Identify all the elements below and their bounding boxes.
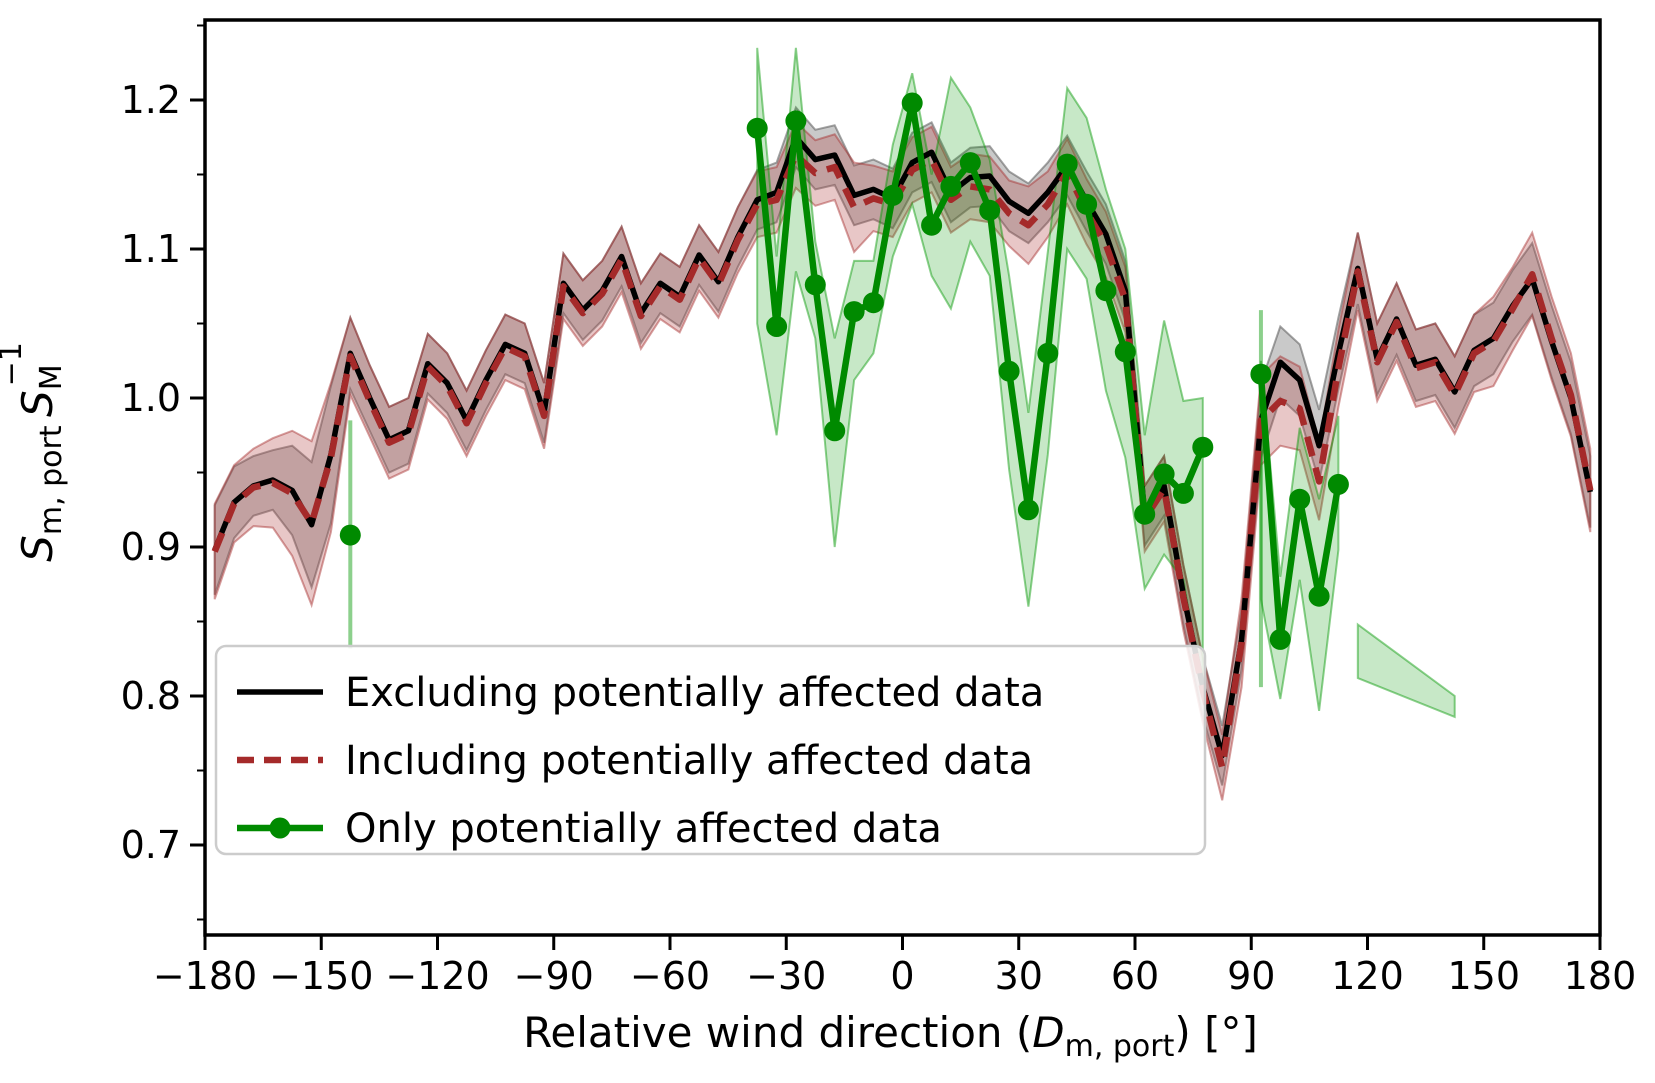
data-point-marker (1289, 488, 1311, 510)
data-point-marker (862, 292, 884, 314)
data-point-marker (1017, 499, 1039, 521)
data-point-marker (882, 184, 904, 206)
x-tick-label: 90 (1227, 954, 1275, 998)
x-tick-label: 0 (890, 954, 914, 998)
data-point-marker (1192, 436, 1214, 458)
y-tick-label: 1.1 (121, 227, 181, 271)
x-tick-label: −30 (746, 954, 826, 998)
data-point-marker (1250, 363, 1272, 385)
data-point-marker (940, 175, 962, 197)
x-axis-label: Relative wind direction (Dm, port) [°] (523, 1008, 1258, 1064)
series-only-line (753, 99, 1206, 518)
series-including-line (211, 151, 1594, 771)
legend-sample-marker (269, 817, 291, 839)
data-point-marker (843, 301, 865, 323)
y-tick-label: 0.7 (121, 823, 181, 867)
data-point-marker (766, 316, 788, 337)
data-point-marker (1056, 153, 1078, 175)
y-tick-label: 1.2 (121, 78, 181, 122)
data-point-marker (921, 214, 943, 236)
data-point-marker (979, 199, 1001, 221)
band-only-extra (1356, 622, 1456, 719)
data-point-marker (1134, 503, 1156, 525)
x-tick-label: 120 (1331, 954, 1404, 998)
legend-entry-label: Including potentially affected data (345, 738, 1033, 784)
x-tick-label: 150 (1447, 954, 1520, 998)
data-point-marker (1095, 280, 1117, 302)
data-point-marker (1172, 482, 1194, 504)
x-tick-label: −180 (153, 954, 257, 998)
data-point-marker (998, 360, 1020, 382)
legend: Excluding potentially affected data Inclu… (214, 644, 1207, 856)
data-point-marker (901, 92, 923, 114)
legend-box (214, 644, 1207, 856)
data-point-marker (1114, 341, 1136, 363)
data-point-marker (1076, 193, 1098, 215)
legend-entry-label: Only potentially affected data (345, 806, 942, 852)
data-point-marker (1153, 463, 1175, 485)
x-tick-label: −150 (269, 954, 373, 998)
x-tick-label: −120 (385, 954, 489, 998)
y-tick-label: 0.9 (121, 525, 181, 569)
x-axis: −180 −150 −120 −90 −60 −30 0 30 60 90 120 150 180 (153, 935, 1636, 998)
y-tick-label: 1.0 (121, 376, 181, 420)
data-point-marker (1037, 342, 1059, 364)
y-tick-label: 0.8 (121, 674, 181, 718)
data-point-marker (824, 420, 846, 442)
x-tick-label: 30 (995, 954, 1043, 998)
data-point-marker (785, 110, 807, 132)
data-point-marker (339, 524, 361, 546)
x-tick-label: 60 (1111, 954, 1159, 998)
x-tick-label: −90 (514, 954, 594, 998)
plot-area (211, 47, 1594, 801)
x-tick-label: 180 (1564, 954, 1637, 998)
data-point-marker (959, 152, 981, 174)
band-including (213, 120, 1592, 801)
data-point-marker (1269, 628, 1291, 650)
data-point-marker (1308, 585, 1330, 607)
x-tick-label: −60 (630, 954, 710, 998)
data-point-marker (1327, 473, 1349, 495)
data-point-marker (804, 274, 826, 296)
y-axis-label: Sm, port SM−1 (0, 342, 69, 562)
y-axis: 0.7 0.8 0.9 1.0 1.1 1.2 (121, 24, 205, 921)
legend-entry-label: Excluding potentially affected data (345, 670, 1044, 716)
data-point-marker (746, 117, 768, 139)
